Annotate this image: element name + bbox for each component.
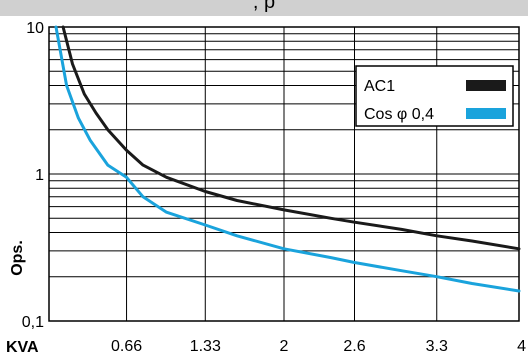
y-tick-label: 10	[26, 20, 44, 37]
legend-swatch	[466, 108, 506, 119]
header-strip: , p	[0, 0, 528, 16]
legend-swatch	[466, 80, 506, 91]
legend-label: Cos φ 0,4	[364, 106, 434, 123]
x-axis-label: KVA	[6, 339, 39, 356]
series-line-2	[54, 25, 521, 293]
legend: AC1 Cos φ 0,4	[355, 65, 514, 127]
legend-label: AC1	[364, 78, 395, 95]
x-tick-label: 2	[280, 338, 289, 355]
series-line-1	[61, 25, 521, 251]
y-tick-labels: 0,1 1 10	[22, 20, 44, 331]
x-tick-label: 0.66	[111, 338, 142, 355]
x-tick-labels: 0.66 1.33 2 2.6 3.3 4	[111, 338, 526, 355]
x-tick-label: 2.6	[343, 338, 365, 355]
header-strip-text: , p	[252, 0, 276, 13]
y-tick-label: 1	[35, 167, 44, 184]
x-tick-label: 3.3	[426, 338, 448, 355]
x-tick-label: 4	[517, 338, 526, 355]
series-lines	[54, 25, 521, 293]
y-axis-label: Ops.	[9, 240, 26, 276]
x-tick-label: 1.33	[190, 338, 221, 355]
y-tick-label: 0,1	[22, 314, 44, 331]
